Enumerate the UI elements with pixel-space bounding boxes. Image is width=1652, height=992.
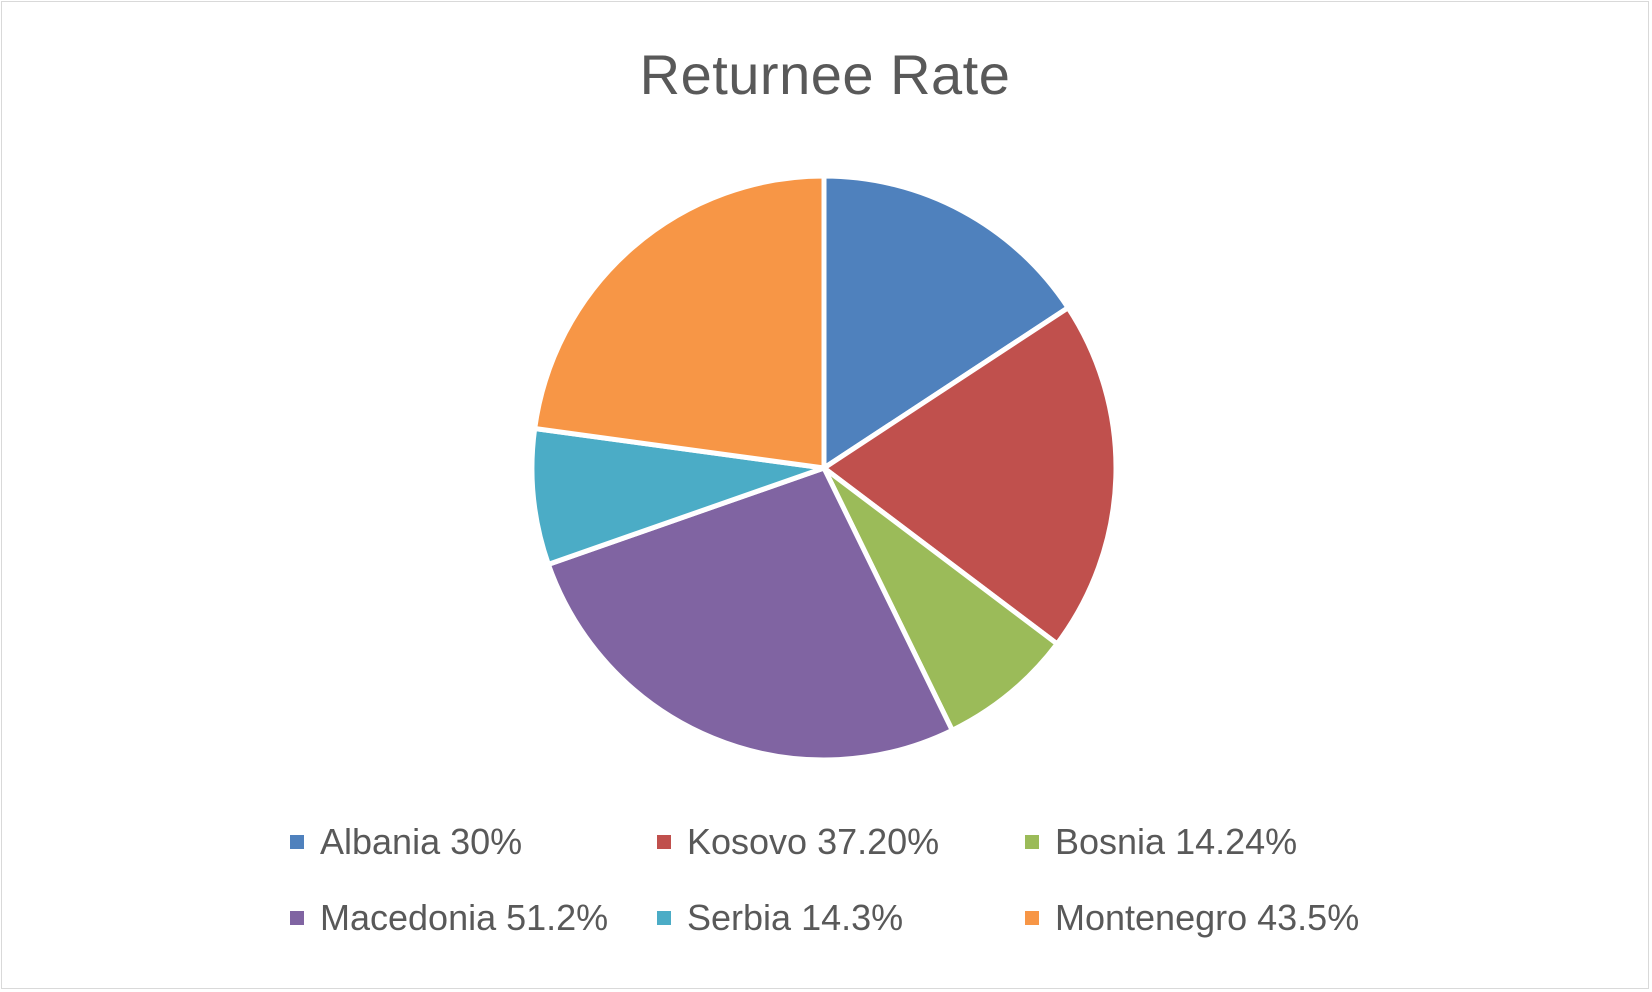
legend-swatch: [1025, 835, 1039, 849]
legend-label: Kosovo 37.20%: [687, 821, 940, 862]
pie-slice-kosovo[interactable]: [821, 305, 1119, 647]
legend-item[interactable]: Serbia 14.3%: [657, 897, 904, 938]
legend-label: Macedonia 51.2%: [320, 897, 609, 938]
legend-swatch: [290, 835, 304, 849]
pie-slice-serbia[interactable]: [529, 426, 827, 567]
legend-swatch: [657, 911, 671, 925]
chart-legend: Albania 30% Kosovo 37.20% Bosnia 14.24% Mac…: [290, 821, 1390, 962]
legend-swatch: [290, 911, 304, 925]
legend-swatch: [657, 835, 671, 849]
pie-slice-macedonia[interactable]: [545, 465, 955, 763]
legend-label: Albania 30%: [320, 821, 523, 862]
legend-item[interactable]: Macedonia 51.2%: [290, 897, 609, 938]
legend-item[interactable]: Albania 30%: [290, 821, 523, 862]
legend-label: Montenegro 43.5%: [1055, 897, 1360, 938]
legend-item[interactable]: Kosovo 37.20%: [657, 821, 940, 862]
pie-slice-bosnia[interactable]: [821, 465, 1060, 733]
pie-slice-albania[interactable]: [821, 173, 1071, 471]
legend-label: Serbia 14.3%: [687, 897, 904, 938]
legend-label: Bosnia 14.24%: [1055, 821, 1298, 862]
legend-item[interactable]: Bosnia 14.24%: [1025, 821, 1298, 862]
pie-slice-montenegro[interactable]: [532, 173, 827, 471]
legend-item[interactable]: Montenegro 43.5%: [1025, 897, 1360, 938]
chart-title: Returnee Rate: [639, 43, 1011, 106]
legend-swatch: [1025, 911, 1039, 925]
